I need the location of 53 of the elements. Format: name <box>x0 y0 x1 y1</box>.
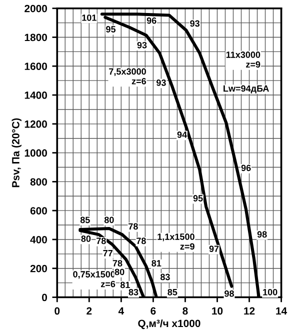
annotation: 78 <box>96 238 106 244</box>
series-label: 1,1x1500 z=9 <box>158 234 194 250</box>
x-tick-label: 4 <box>118 307 124 315</box>
annotation: 78 <box>136 238 146 244</box>
annotation: 100 <box>263 288 278 296</box>
y-tick-label: 600 <box>30 207 47 214</box>
annotation: 97 <box>209 246 219 252</box>
annotation: 85 <box>80 216 90 224</box>
annotation: 78 <box>112 260 122 266</box>
annotation: 85 <box>168 288 178 296</box>
x-tick-label: 10 <box>212 307 223 315</box>
annotation: 81 <box>152 260 162 266</box>
y-tick-label: 200 <box>30 264 47 272</box>
x-tick-label: 2 <box>86 307 92 315</box>
x-tick-label: 0 <box>54 307 60 315</box>
annotation: 93 <box>137 42 147 48</box>
annotation: 98 <box>224 290 234 297</box>
annotation: 81 <box>120 282 130 288</box>
annotation: 95 <box>106 26 116 32</box>
annotation: 83 <box>160 274 170 280</box>
x-tick-label: 14 <box>276 307 288 315</box>
annotation: 83 <box>128 288 138 296</box>
x-tick-label: 12 <box>244 307 255 315</box>
y-tick-label: 1800 <box>24 34 47 42</box>
text: 11x3000 z=9 <box>226 52 260 68</box>
x-axis-title: Q,м³/ч x1000 <box>138 319 200 330</box>
annotation: 96 <box>241 164 251 172</box>
y-tick-label: 1400 <box>24 92 47 99</box>
annotation: Lw=94дБА <box>224 85 269 94</box>
y-tick-label: 1600 <box>24 62 47 70</box>
annotation: 95 <box>193 195 203 202</box>
y-axis-title: Psv, Па (20°C) <box>12 118 22 188</box>
annotation: 78 <box>128 223 138 230</box>
annotation: 94 <box>177 132 187 138</box>
y-tick-label: 400 <box>30 236 47 244</box>
annotation: 96 <box>146 17 156 24</box>
y-tick-label: 1200 <box>24 120 47 128</box>
annotation: 93 <box>190 20 200 27</box>
annotation: 80 <box>114 268 124 276</box>
annotation: 80 <box>81 236 91 242</box>
x-tick-label: 6 <box>150 307 156 315</box>
y-tick-label: 800 <box>30 178 47 186</box>
y-tick-label: 2000 <box>24 4 47 12</box>
y-tick-label: 1000 <box>24 149 47 157</box>
annotation: 98 <box>257 231 267 238</box>
y-tick-label: 0 <box>42 294 47 302</box>
series-label: 7,5x3000 z=6 <box>109 68 146 84</box>
annotation: 101 <box>82 14 96 21</box>
x-tick-label: 8 <box>182 307 188 315</box>
series-label: 0,75x1500 z=6 <box>73 271 116 288</box>
annotation: 93 <box>156 79 166 86</box>
annotation: 77 <box>103 250 113 256</box>
annotation: 80 <box>104 216 114 224</box>
